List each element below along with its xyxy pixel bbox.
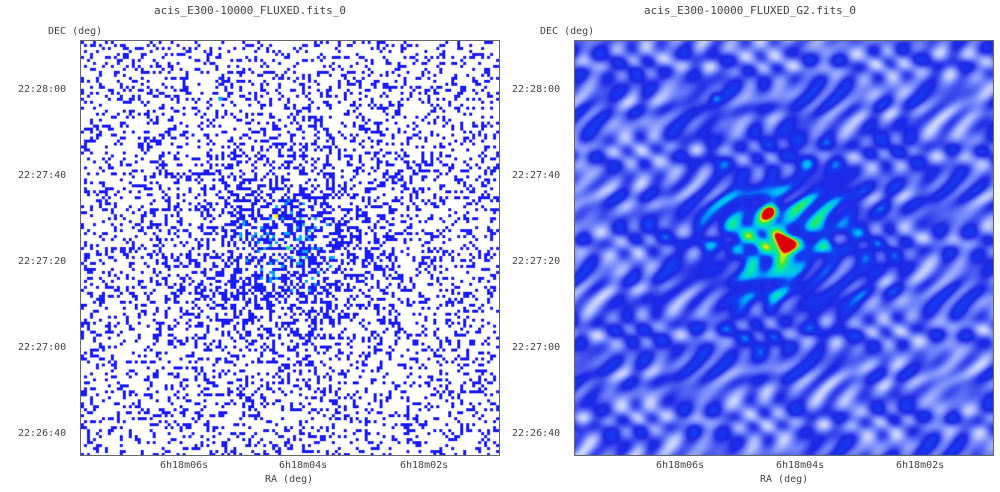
- image-panel-raw: acis_E300-10000_FLUXED.fits_0 DEC (deg) …: [18, 4, 500, 485]
- ra-tick-label: 6h18m04s: [776, 460, 825, 471]
- panel-title: acis_E300-10000_FLUXED_G2.fits_0: [644, 4, 856, 17]
- ra-tick-label: 6h18m06s: [160, 460, 209, 471]
- dec-tick-label: 22:27:20: [18, 256, 67, 267]
- image-panel-smoothed: acis_E300-10000_FLUXED_G2.fits_0 DEC (de…: [500, 0, 1000, 492]
- ra-tick-label: 6h18m02s: [896, 460, 945, 471]
- ra-tick-label: 6h18m04s: [279, 460, 328, 471]
- raw-image-canvas[interactable]: [80, 40, 500, 456]
- smoothed-image-canvas[interactable]: [574, 40, 994, 456]
- panel-title: acis_E300-10000_FLUXED.fits_0: [153, 4, 347, 17]
- raw-counts-image[interactable]: [81, 41, 499, 455]
- dec-axis-label: DEC (deg): [48, 26, 103, 37]
- ra-axis-label: RA (deg): [760, 474, 809, 485]
- ra-axis-label: RA (deg): [265, 474, 314, 485]
- dec-tick-label: 22:27:40: [18, 170, 67, 181]
- ra-tick-label: 6h18m06s: [656, 460, 705, 471]
- dec-axis-label: DEC (deg): [540, 26, 595, 37]
- dec-tick-label: 22:27:40: [512, 170, 561, 181]
- dec-tick-label: 22:28:00: [512, 84, 561, 95]
- ra-tick-label: 6h18m02s: [400, 460, 449, 471]
- smoothed-counts-image[interactable]: [575, 41, 993, 455]
- dec-tick-label: 22:26:40: [18, 428, 67, 439]
- dec-tick-label: 22:28:00: [18, 84, 67, 95]
- dec-tick-label: 22:26:40: [512, 428, 561, 439]
- dec-tick-label: 22:27:00: [18, 342, 67, 353]
- dec-tick-label: 22:27:00: [512, 342, 561, 353]
- dec-tick-label: 22:27:20: [512, 256, 561, 267]
